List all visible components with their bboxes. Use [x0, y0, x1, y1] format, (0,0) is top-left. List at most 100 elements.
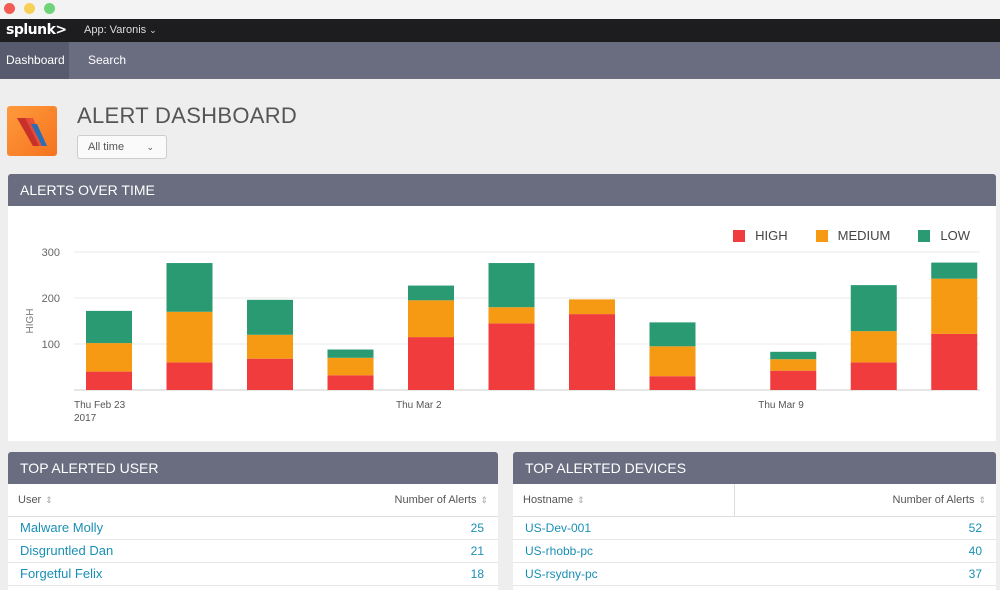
column-header-alerts[interactable]: Number of Alerts ⇕ — [256, 484, 498, 517]
bar-low-2[interactable] — [247, 299, 293, 335]
user-name-link[interactable]: Malware Molly — [8, 516, 257, 540]
bar-high-7[interactable] — [649, 376, 696, 390]
y-axis-label: HIGH — [25, 309, 36, 334]
bar-low-5[interactable] — [488, 263, 535, 308]
chevron-down-icon: ⌄ — [146, 142, 154, 152]
time-range-picker[interactable]: All time ⌄ — [77, 135, 167, 159]
bar-medium-3[interactable] — [327, 357, 374, 376]
bar-medium-7[interactable] — [649, 346, 696, 377]
bar-high-10[interactable] — [931, 333, 978, 390]
top-alerted-user-header: TOP ALERTED USER — [8, 452, 498, 484]
bar-high-6[interactable] — [569, 314, 615, 390]
alert-count[interactable]: 40 — [734, 539, 996, 563]
sort-icon: ⇕ — [978, 494, 986, 505]
window-titlebar — [0, 0, 1000, 19]
bar-medium-0[interactable] — [86, 343, 132, 372]
bar-high-1[interactable] — [166, 362, 213, 390]
y-tick-label: 200 — [42, 293, 60, 305]
legend-label-medium: MEDIUM — [837, 228, 891, 243]
close-window-button[interactable] — [4, 3, 15, 14]
alerts-over-time-header: ALERTS OVER TIME — [8, 174, 996, 206]
bar-medium-6[interactable] — [569, 299, 615, 315]
alert-count[interactable]: 25 — [256, 516, 498, 540]
x-tick-label: Thu Mar 2 — [396, 400, 442, 411]
hostname-link[interactable]: US-Dev-001 — [513, 516, 735, 540]
bar-high-5[interactable] — [488, 323, 535, 390]
alert-count[interactable]: 37 — [734, 562, 996, 586]
alerts-over-time-panel: HIGH MEDIUM LOW 100 200 300 HIGH Thu Feb 23 2… — [8, 206, 996, 441]
app-bar: splunk> App: Varonis ⌄ — [0, 19, 1000, 42]
legend-item-low[interactable]: LOW — [918, 228, 970, 243]
top-alerted-user-panel: User ⇕ Number of Alerts ⇕ Malware Molly 25… — [8, 484, 498, 590]
column-header-hostname-label: Hostname — [523, 493, 574, 506]
alert-count[interactable]: 18 — [256, 562, 498, 586]
splunk-logo[interactable]: splunk> — [6, 22, 67, 38]
column-header-alerts[interactable]: Number of Alerts ⇕ — [734, 484, 996, 517]
table-row[interactable]: Forgetful Felix 18 — [8, 562, 498, 586]
varonis-logo-icon — [7, 106, 57, 156]
table-row[interactable]: Malware Molly 25 — [8, 516, 498, 540]
sort-icon: ⇕ — [480, 494, 488, 505]
table-row[interactable]: US-rsydny-pc 37 — [513, 562, 996, 586]
bar-medium-9[interactable] — [850, 331, 897, 363]
table-row[interactable]: US-rhobb-pc 40 — [513, 539, 996, 563]
legend-label-high: HIGH — [755, 228, 788, 243]
chevron-down-icon: ⌄ — [149, 25, 157, 35]
bar-medium-5[interactable] — [488, 307, 535, 324]
legend-swatch-medium — [815, 229, 828, 242]
top-alerted-devices-panel: Hostname ⇕ Number of Alerts ⇕ US-Dev-001 5… — [513, 484, 996, 590]
maximize-window-button[interactable] — [44, 3, 55, 14]
table-row[interactable]: Disgruntled Dan 21 — [8, 539, 498, 563]
column-header-user-label: User — [18, 493, 42, 506]
column-header-alerts-label: Number of Alerts — [394, 493, 477, 506]
table-row[interactable]: US-Dev-001 52 — [513, 516, 996, 540]
bar-medium-8[interactable] — [770, 359, 817, 371]
bar-low-10[interactable] — [931, 262, 978, 279]
bar-medium-1[interactable] — [166, 311, 213, 363]
bar-high-9[interactable] — [850, 362, 897, 390]
hostname-link[interactable]: US-rsydny-pc — [513, 562, 735, 586]
hostname-link[interactable]: US-rhobb-pc — [513, 539, 735, 563]
alerts-bar-chart: 100 200 300 HIGH Thu Feb 23 2017 Thu Mar 2 Thu … — [25, 247, 980, 424]
bar-high-2[interactable] — [247, 358, 293, 390]
time-range-value: All time — [88, 141, 125, 153]
bar-high-8[interactable] — [770, 370, 817, 390]
bar-low-7[interactable] — [649, 322, 696, 347]
bar-medium-4[interactable] — [408, 300, 454, 338]
bar-low-4[interactable] — [408, 285, 454, 301]
x-tick-label: Thu Feb 23 — [74, 400, 126, 411]
bar-medium-2[interactable] — [247, 334, 293, 359]
legend-item-medium[interactable]: MEDIUM — [815, 228, 891, 243]
y-tick-label: 300 — [42, 247, 60, 259]
chart-legend: HIGH MEDIUM LOW — [733, 228, 970, 243]
user-name-link[interactable]: Forgetful Felix — [8, 562, 257, 586]
bar-low-9[interactable] — [850, 285, 897, 332]
bar-high-0[interactable] — [86, 371, 132, 390]
app-menu[interactable]: App: Varonis ⌄ — [84, 24, 157, 36]
alert-count[interactable]: 21 — [256, 539, 498, 563]
column-header-user[interactable]: User ⇕ — [8, 484, 257, 517]
bar-high-4[interactable] — [408, 337, 454, 390]
bar-low-8[interactable] — [770, 351, 817, 360]
minimize-window-button[interactable] — [24, 3, 35, 14]
x-tick-sublabel: 2017 — [74, 413, 97, 424]
user-name-link[interactable]: Disgruntled Dan — [8, 539, 257, 563]
app-menu-label: App: Varonis — [84, 24, 147, 36]
sort-icon: ⇕ — [45, 494, 53, 505]
legend-label-low: LOW — [940, 228, 970, 243]
bar-high-3[interactable] — [327, 375, 374, 390]
bar-low-1[interactable] — [166, 263, 213, 312]
column-header-hostname[interactable]: Hostname ⇕ — [513, 484, 735, 517]
bar-medium-10[interactable] — [931, 278, 978, 334]
top-alerted-devices-header: TOP ALERTED DEVICES — [513, 452, 996, 484]
bar-low-0[interactable] — [86, 310, 132, 344]
top-user-table: User ⇕ Number of Alerts ⇕ Malware Molly 25… — [8, 484, 498, 586]
alert-count[interactable]: 52 — [734, 516, 996, 540]
nav-bar: Dashboard Search — [0, 42, 1000, 79]
bar-low-3[interactable] — [327, 349, 374, 358]
nav-dashboard[interactable]: Dashboard — [0, 42, 69, 79]
page-title: ALERT DASHBOARD — [77, 103, 298, 128]
legend-item-high[interactable]: HIGH — [733, 228, 788, 243]
nav-search[interactable]: Search — [88, 53, 127, 67]
column-header-alerts-label: Number of Alerts — [892, 493, 975, 506]
